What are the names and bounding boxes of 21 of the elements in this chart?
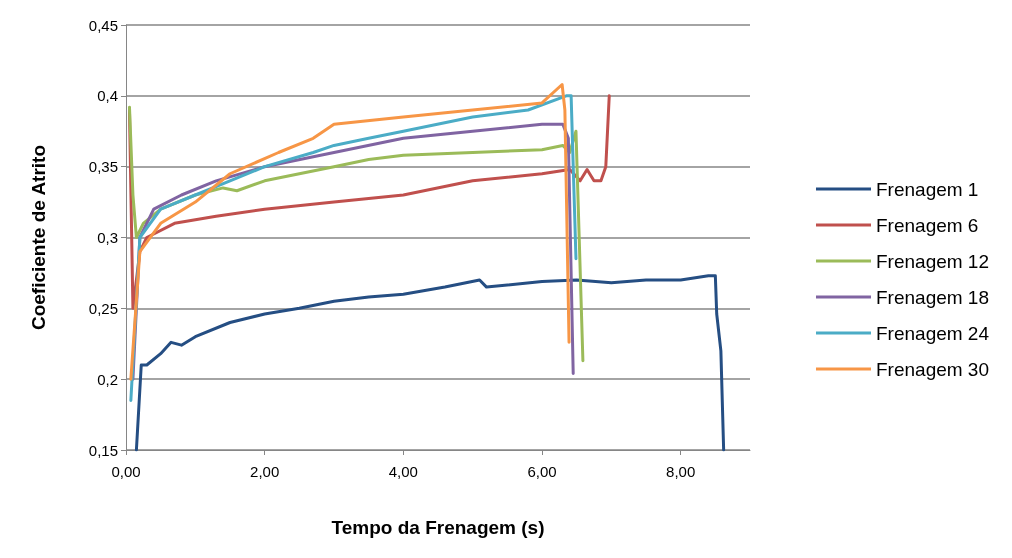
legend-label: Frenagem 30 bbox=[875, 358, 990, 380]
legend-label: Frenagem 24 bbox=[875, 322, 990, 344]
y-tick-label: 0,15 bbox=[88, 441, 118, 459]
legend-label: Frenagem 1 bbox=[875, 178, 979, 200]
y-tick-label: 0,2 bbox=[97, 370, 118, 388]
y-tick-label: 0,4 bbox=[97, 87, 118, 105]
x-tick-label: 4,00 bbox=[388, 463, 418, 480]
y-tick-label: 0,45 bbox=[88, 16, 118, 34]
line-series bbox=[134, 274, 726, 452]
x-tick-label: 2,00 bbox=[250, 463, 280, 480]
x-tick-label: 6,00 bbox=[527, 463, 557, 480]
y-tick-label: 0,35 bbox=[88, 158, 118, 176]
legend-label: Frenagem 18 bbox=[875, 286, 990, 308]
x-tick-label: 8,00 bbox=[666, 463, 696, 480]
legend-label: Frenagem 6 bbox=[875, 214, 979, 236]
x-tick-label: 0,00 bbox=[111, 463, 141, 480]
y-tick-label: 0,3 bbox=[97, 229, 118, 246]
legend-label: Frenagem 12 bbox=[875, 250, 990, 272]
y-tick-label: 0,25 bbox=[88, 299, 118, 317]
y-axis-title: Coeficiente de Atrito bbox=[28, 144, 49, 331]
x-axis-title: Tempo da Frenagem (s) bbox=[331, 517, 545, 538]
